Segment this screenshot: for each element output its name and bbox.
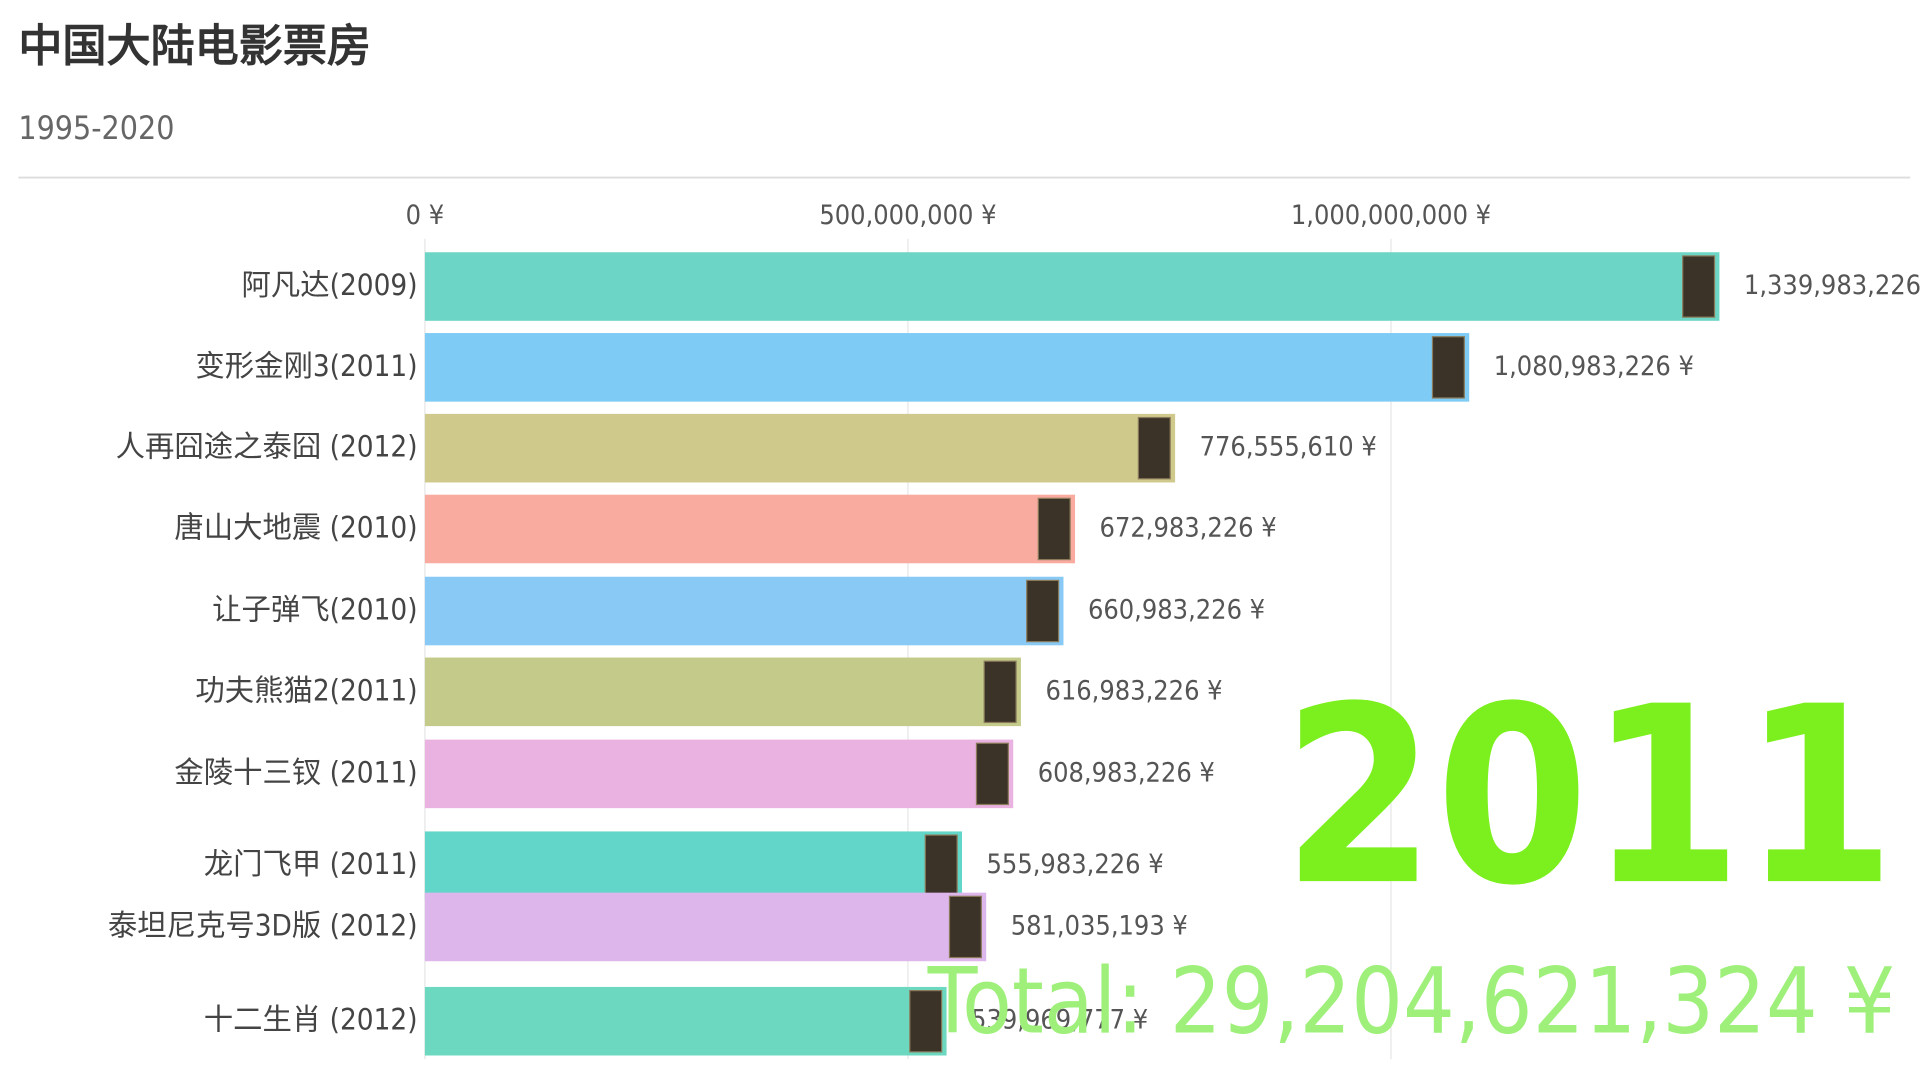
value-label: 608,983,226 ¥ [1038, 757, 1215, 788]
grid-layer: 0 ¥ 500,000,000 ¥ 1,000,000,000 ¥ [406, 200, 1491, 1060]
bar [424, 494, 1076, 564]
year-annotation: 2011 [1282, 654, 1895, 939]
poster [1137, 416, 1171, 480]
value-label: 555,983,226 ¥ [987, 849, 1164, 880]
poster [1431, 336, 1465, 399]
value-label: 672,983,226 ¥ [1100, 512, 1277, 543]
value-label: 539,969,777 ¥ [971, 1005, 1148, 1036]
value-label: 660,983,226 ¥ [1088, 595, 1265, 626]
category-label: 变形金刚3(2011) [195, 349, 417, 383]
poster [1037, 497, 1071, 561]
bar [424, 657, 1021, 727]
category-label: 功夫熊猫2(2011) [195, 673, 417, 707]
value-label: 1,080,983,226 ¥ [1494, 351, 1694, 382]
x-tick-label: 0 ¥ [406, 200, 445, 231]
x-tick-label: 1,000,000,000 ¥ [1291, 200, 1491, 231]
category-label: 十二生肖 (2012) [204, 1003, 418, 1037]
bar [424, 576, 1064, 646]
category-label: 阿凡达(2009) [242, 268, 418, 302]
poster [924, 834, 958, 897]
bar [424, 892, 987, 962]
poster [975, 742, 1009, 806]
bar [424, 986, 947, 1056]
category-label: 金陵十三钗 (2011) [174, 755, 417, 789]
category-label: 泰坦尼克号3D版 (2012) [108, 908, 418, 942]
value-label: 1,339,983,226 ¥ [1744, 270, 1920, 301]
x-tick-label: 500,000,000 ¥ [819, 200, 996, 231]
bar [424, 252, 1720, 321]
poster [983, 660, 1017, 724]
bar [424, 333, 1470, 402]
category-label: 唐山大地震 (2010) [174, 510, 417, 544]
poster [1026, 579, 1060, 643]
value-label: 616,983,226 ¥ [1045, 675, 1222, 706]
chart-title: 中国大陆电影票房 [18, 21, 371, 72]
poster [1682, 255, 1716, 318]
total-annotation: Total: 29,204,621,324 ¥ [927, 950, 1896, 1055]
category-label: 人再囧途之泰囧 (2012) [116, 430, 418, 464]
category-label: 让子弹飞(2010) [212, 593, 417, 627]
poster [948, 895, 982, 959]
value-label: 776,555,610 ¥ [1200, 432, 1377, 463]
bar-layer: 阿凡达(2009) 1,339,983,226 ¥ 变形金刚3(2011) 1,080… [108, 252, 1920, 1056]
value-label: 581,035,193 ¥ [1011, 910, 1188, 941]
category-label: 龙门飞甲 (2011) [204, 847, 418, 881]
bar [424, 739, 1014, 809]
bar [424, 831, 963, 900]
bar [424, 413, 1176, 483]
poster [909, 990, 943, 1053]
chart-subtitle: 1995-2020 [18, 109, 174, 147]
